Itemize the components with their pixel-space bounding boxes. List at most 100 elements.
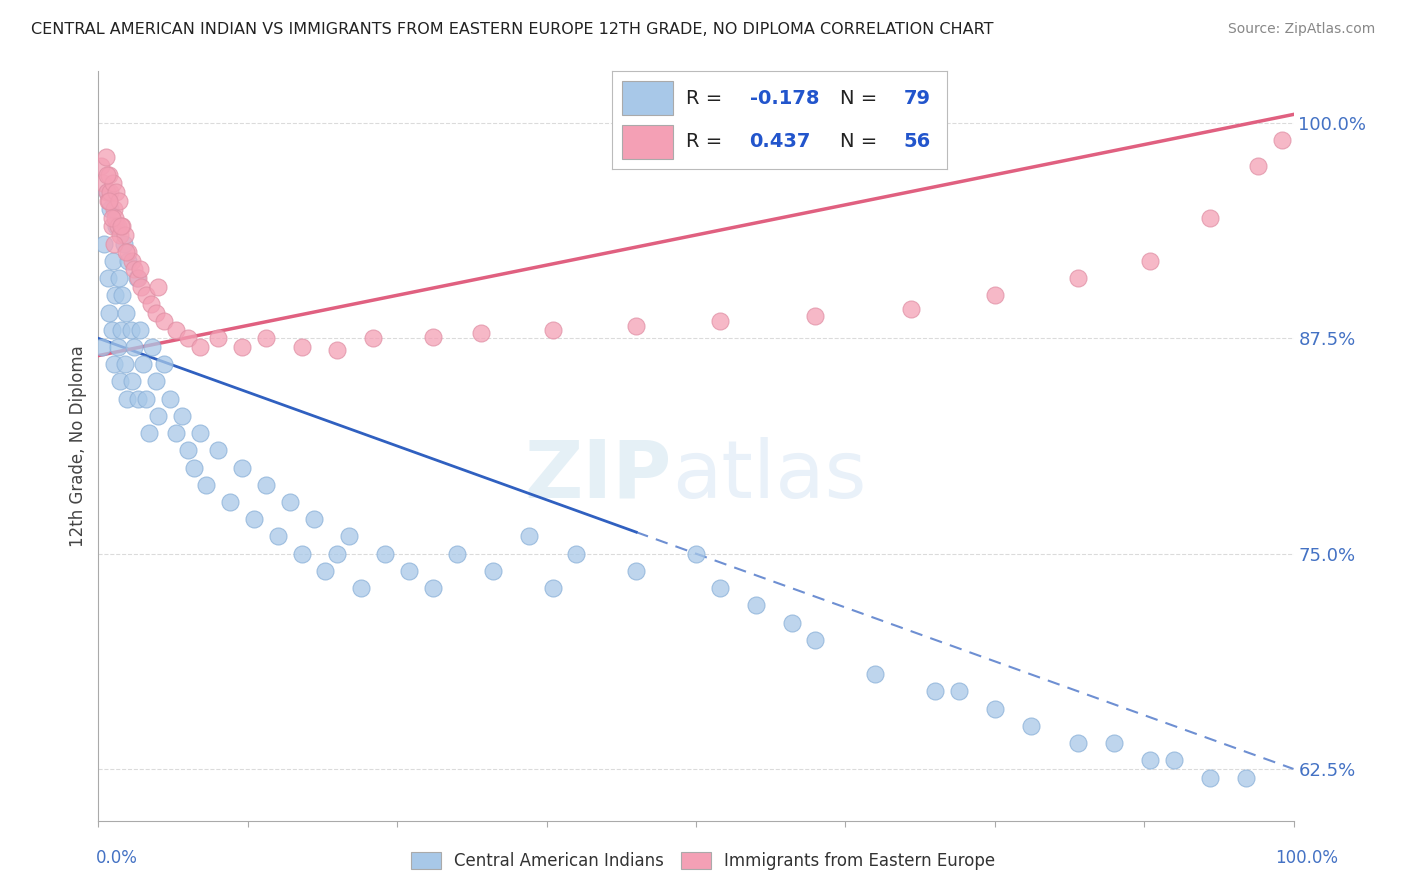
Point — [1199, 211, 1222, 225]
Point — [110, 219, 132, 234]
Legend: Central American Indians, Immigrants from Eastern Europe: Central American Indians, Immigrants fro… — [404, 845, 1002, 877]
Point — [117, 245, 139, 260]
Point — [207, 331, 229, 345]
Text: 0.0%: 0.0% — [96, 849, 138, 867]
Point — [111, 219, 134, 234]
Point — [1234, 771, 1257, 785]
Point — [148, 279, 170, 293]
Point — [100, 219, 122, 234]
Point — [96, 185, 118, 199]
Point — [165, 323, 187, 337]
Point — [98, 305, 121, 319]
Point — [104, 211, 127, 225]
Point — [278, 495, 301, 509]
Point — [302, 512, 325, 526]
Point — [103, 236, 125, 251]
Point — [103, 357, 125, 371]
Point — [127, 271, 149, 285]
Point — [153, 314, 176, 328]
Point — [93, 236, 115, 251]
Point — [207, 443, 229, 458]
Point — [115, 305, 138, 319]
Point — [1271, 133, 1294, 147]
Point — [103, 202, 125, 216]
Point — [107, 340, 129, 354]
Point — [115, 245, 138, 260]
Point — [104, 288, 127, 302]
Point — [339, 529, 361, 543]
Point — [97, 271, 120, 285]
Point — [117, 253, 139, 268]
Point — [100, 211, 122, 225]
Point — [565, 547, 588, 561]
Point — [326, 547, 349, 561]
Point — [1139, 253, 1161, 268]
Point — [145, 375, 167, 389]
Point — [188, 426, 211, 441]
Point — [422, 329, 444, 343]
Point — [165, 426, 187, 441]
Point — [685, 547, 707, 561]
Point — [120, 323, 142, 337]
Point — [1019, 719, 1042, 733]
Point — [135, 288, 157, 302]
Point — [121, 253, 143, 268]
Point — [96, 168, 118, 182]
Point — [984, 288, 1007, 302]
Text: ZIP: ZIP — [524, 437, 672, 515]
Point — [984, 701, 1007, 715]
Point — [98, 194, 121, 208]
Point — [374, 547, 396, 561]
Point — [865, 667, 887, 681]
Point — [108, 375, 131, 389]
Point — [108, 227, 131, 242]
Point — [91, 177, 114, 191]
Point — [112, 236, 135, 251]
Point — [350, 581, 373, 595]
Point — [948, 684, 970, 698]
Point — [291, 547, 314, 561]
Point — [111, 288, 134, 302]
Point — [107, 219, 129, 234]
Point — [254, 477, 277, 491]
Point — [114, 357, 136, 371]
Point — [91, 340, 114, 354]
Point — [107, 194, 129, 208]
Point — [139, 297, 162, 311]
Point — [131, 279, 153, 293]
Point — [141, 340, 163, 354]
Point — [1199, 771, 1222, 785]
Point — [100, 323, 122, 337]
Point — [195, 477, 218, 491]
Point — [98, 185, 122, 199]
Point — [315, 564, 337, 578]
Text: CENTRAL AMERICAN INDIAN VS IMMIGRANTS FROM EASTERN EUROPE 12TH GRADE, NO DIPLOMA: CENTRAL AMERICAN INDIAN VS IMMIGRANTS FR… — [31, 22, 994, 37]
Point — [804, 309, 827, 323]
Point — [231, 340, 253, 354]
Point — [243, 512, 266, 526]
Point — [363, 331, 385, 345]
Point — [541, 323, 564, 337]
Point — [96, 185, 118, 199]
Point — [127, 392, 149, 406]
Point — [626, 319, 648, 334]
Point — [254, 331, 277, 345]
Point — [900, 301, 922, 316]
Point — [90, 159, 112, 173]
Y-axis label: 12th Grade, No Diploma: 12th Grade, No Diploma — [69, 345, 87, 547]
Point — [188, 340, 211, 354]
Point — [148, 409, 170, 423]
Point — [110, 323, 132, 337]
Point — [172, 409, 194, 423]
Text: 100.0%: 100.0% — [1275, 849, 1339, 867]
Point — [153, 357, 176, 371]
Point — [1163, 753, 1185, 767]
Point — [177, 331, 200, 345]
Point — [97, 194, 120, 208]
Point — [709, 314, 731, 328]
Point — [98, 202, 122, 216]
Point — [291, 340, 314, 354]
Point — [626, 564, 648, 578]
Point — [183, 460, 205, 475]
Point — [125, 271, 148, 285]
